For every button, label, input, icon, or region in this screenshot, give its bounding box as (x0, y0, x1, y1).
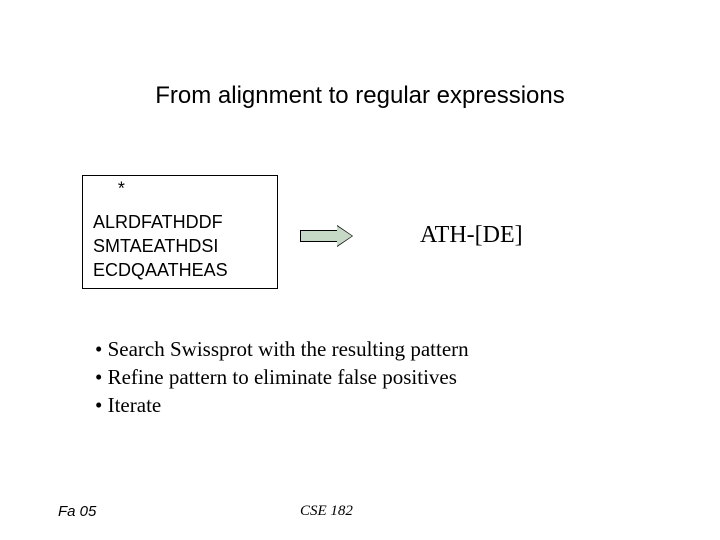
bullet-item: Search Swissprot with the resulting patt… (95, 335, 469, 363)
bullet-list: Search Swissprot with the resulting patt… (95, 335, 469, 419)
footer-left: Fa 05 (58, 503, 96, 520)
seq-1: ALRDFATHDDF (93, 212, 223, 232)
arrow-icon (300, 225, 354, 247)
slide: From alignment to regular expressions * … (0, 0, 720, 540)
footer-center: CSE 182 (300, 503, 353, 520)
seq-2: SMTAEATHDSI (93, 236, 218, 256)
seq-3: ECDQAATHEAS (93, 260, 228, 280)
slide-title: From alignment to regular expressions (0, 82, 720, 110)
regex-output: ATH-[DE] (420, 222, 523, 249)
arrow-body (300, 230, 338, 242)
arrow-head-fill (337, 226, 352, 246)
bullet-item: Iterate (95, 391, 469, 419)
bullet-item: Refine pattern to eliminate false positi… (95, 363, 469, 391)
alignment-marker: * (116, 181, 127, 201)
alignment-sequences: ALRDFATHDDF SMTAEATHDSI ECDQAATHEAS (93, 210, 228, 282)
